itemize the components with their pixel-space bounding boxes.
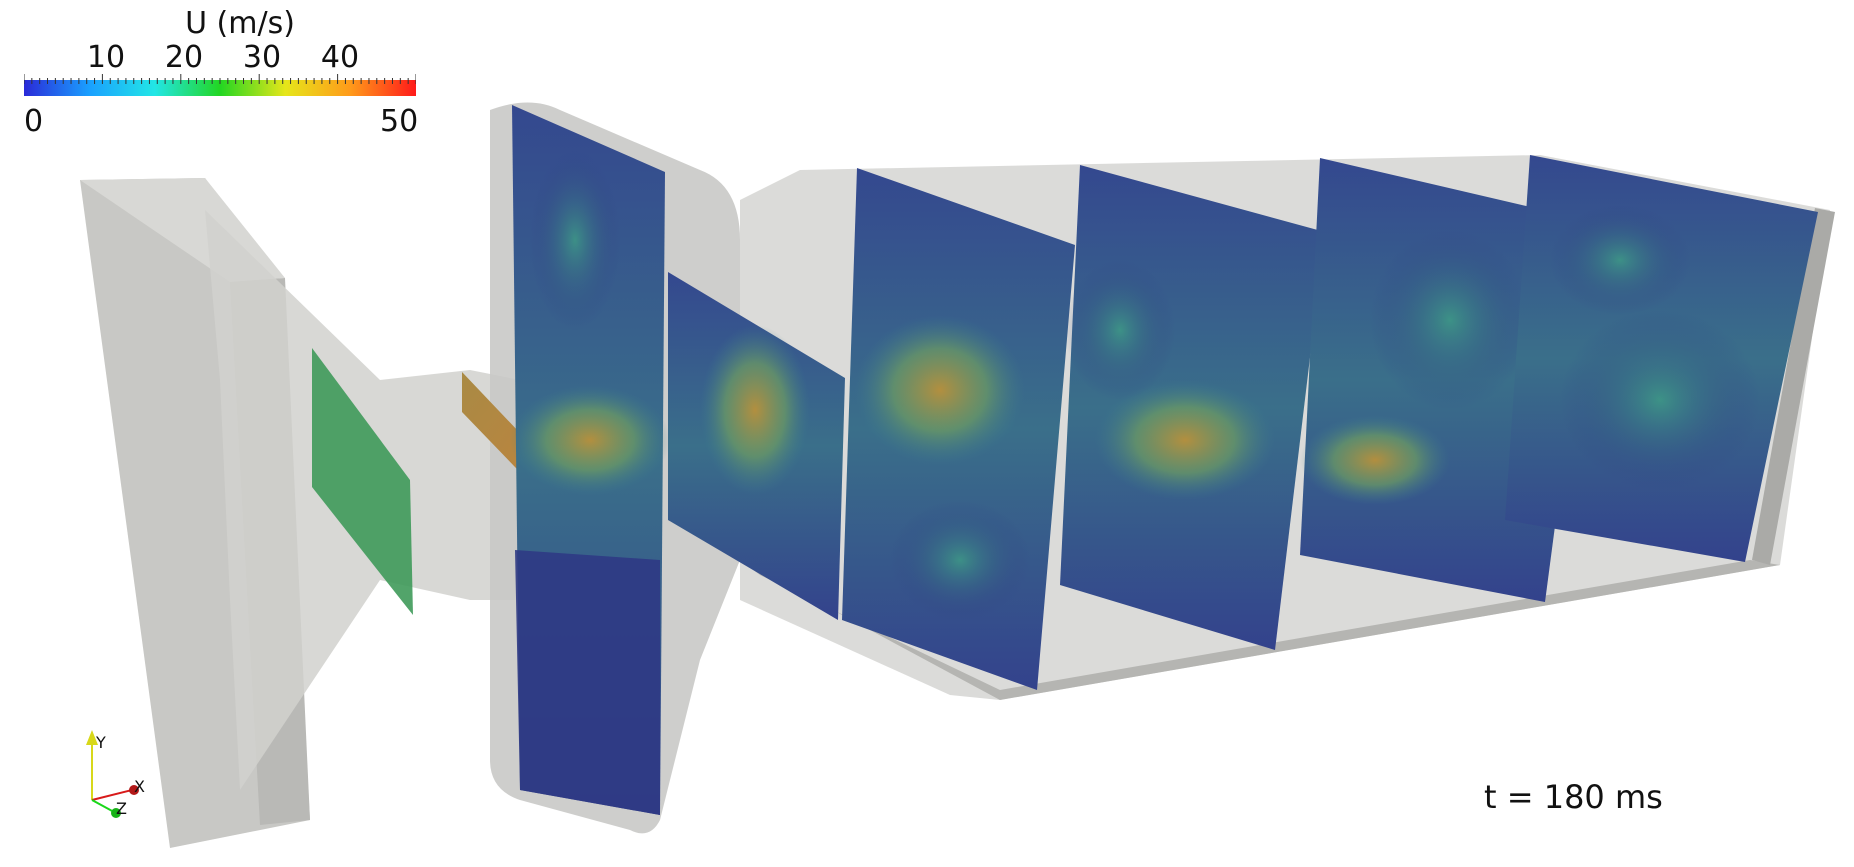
slice-8-teal [1560,310,1760,490]
colorbar-tick-label: 20 [164,40,204,75]
colorbar-tick-label: 10 [86,40,126,75]
slice-1 [312,348,413,615]
duct-bottom [740,560,1780,700]
slice-5-hot [855,315,1025,465]
y-axis-arrow [86,730,98,745]
slice-6-teal [1065,260,1175,400]
colorbar-gradient [24,74,416,96]
x-axis-tip [129,785,139,795]
x-axis-line [91,789,133,801]
duct-end-wall [1752,208,1835,565]
colorbar-min-label: 0 [24,104,44,139]
colorbar-tick-label: 30 [242,40,282,75]
colorbar-max-label: 50 [380,104,419,139]
z-axis-line [91,799,115,813]
colorbar-tick-label: 40 [320,40,360,75]
y-axis-label: Y [95,733,106,752]
slice-7-hot [1300,415,1450,505]
slice-3-jet [510,385,670,495]
z-axis-tip [111,808,121,818]
colorbar-title: U (m/s) [185,6,295,41]
z-axis-label: Z [116,799,127,818]
velocity-slices [312,105,1818,815]
slice-6-hot [1095,380,1275,500]
slice-7-teal [1370,230,1530,410]
slice-5-teal [890,500,1030,620]
x-axis-label: X [134,777,145,796]
slice-8-mid [1550,205,1690,315]
time-annotation: t = 180 ms [1484,778,1663,816]
slice-3-swirl [530,150,620,330]
slice-3-lower [515,550,660,815]
slice-4-hot [700,325,810,495]
axes-triad: Y X Z [86,730,145,818]
